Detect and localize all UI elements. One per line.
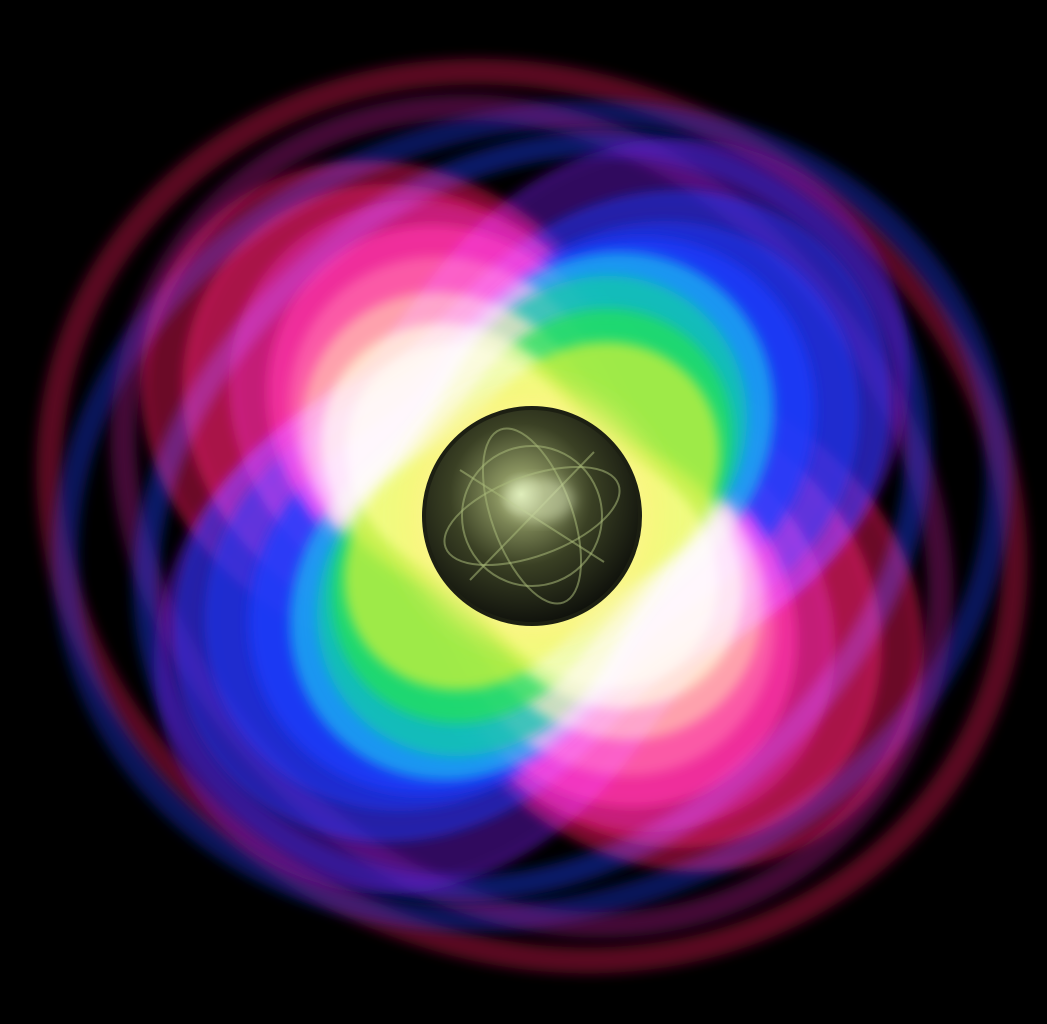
central-sphere bbox=[404, 388, 660, 644]
